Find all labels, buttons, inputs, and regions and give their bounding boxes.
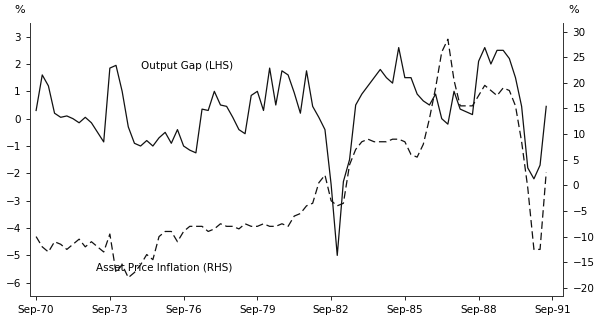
Text: Output Gap (LHS): Output Gap (LHS) [140, 61, 233, 71]
Text: %: % [569, 5, 580, 15]
Text: %: % [14, 5, 25, 15]
Text: Asset Price Inflation (RHS): Asset Price Inflation (RHS) [97, 262, 233, 272]
